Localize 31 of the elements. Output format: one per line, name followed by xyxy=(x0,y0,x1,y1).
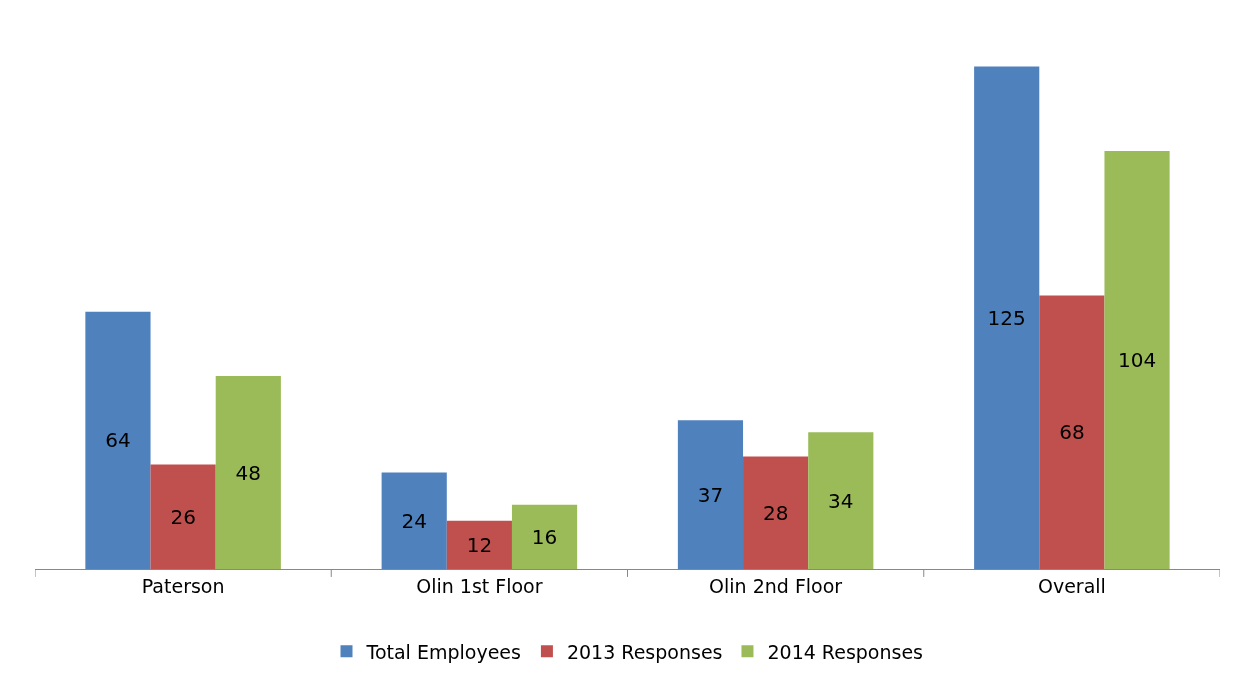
legend-label: 2014 Responses xyxy=(767,640,924,663)
data-label: 37 xyxy=(697,482,724,507)
data-label: 34 xyxy=(828,488,854,513)
bar xyxy=(677,420,744,569)
bar xyxy=(1104,150,1170,569)
bar xyxy=(974,66,1040,569)
data-label: 28 xyxy=(762,500,789,525)
legend-label: 2013 Responses xyxy=(566,640,723,663)
data-label: 104 xyxy=(1117,347,1157,372)
x-tick-label: Olin 2nd Floor xyxy=(709,574,843,597)
bar xyxy=(743,456,809,569)
data-label: 64 xyxy=(105,428,131,453)
bar xyxy=(808,432,874,569)
data-label: 24 xyxy=(401,508,427,533)
bar xyxy=(85,311,151,569)
x-tick-label: Overall xyxy=(1037,574,1106,597)
bar xyxy=(1039,295,1105,569)
bar xyxy=(446,520,512,569)
bar xyxy=(215,376,281,569)
x-tick-label: Paterson xyxy=(141,574,225,597)
data-label: 12 xyxy=(466,532,493,557)
bar xyxy=(381,472,447,569)
data-label: 26 xyxy=(170,504,196,529)
bar xyxy=(150,464,216,569)
data-label: 68 xyxy=(1059,420,1085,445)
data-label: 48 xyxy=(235,460,262,485)
x-tick-label: Olin 1st Floor xyxy=(416,574,543,597)
bar xyxy=(511,504,578,569)
legend-label: Total Employees xyxy=(365,640,521,663)
data-label: 125 xyxy=(987,305,1026,330)
data-label: 16 xyxy=(531,524,558,549)
